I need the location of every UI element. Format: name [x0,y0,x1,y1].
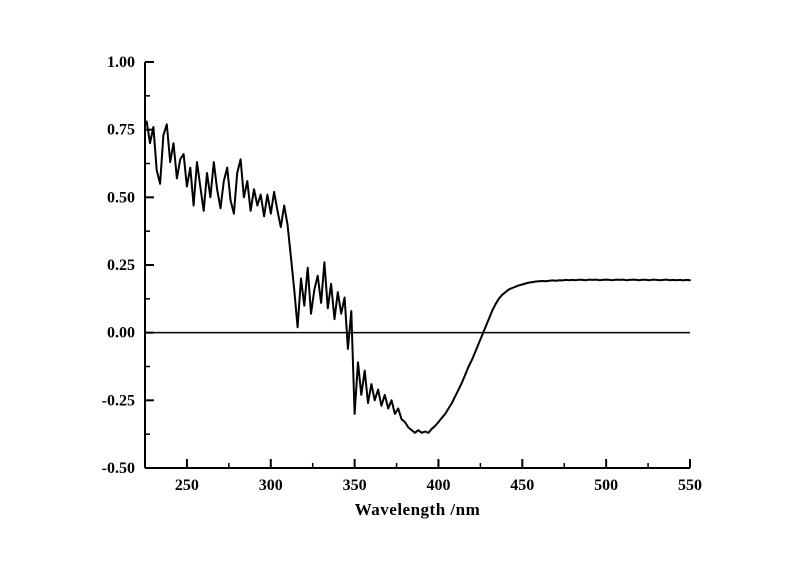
y-tick-label: 0.75 [107,122,135,139]
x-tick-label: 400 [426,477,450,494]
y-tick-label: 0.00 [107,325,135,342]
x-tick-label: 300 [259,477,283,494]
x-tick-label: 550 [678,477,702,494]
y-tick-label: 0.25 [107,257,135,274]
y-tick-label: 0.50 [107,189,135,206]
y-tick-label: -0.50 [102,460,135,477]
series-line [145,120,691,434]
x-tick-label: 250 [175,477,199,494]
x-axis-title: Wavelength /nm [354,500,481,519]
x-tick-label: 500 [594,477,618,494]
y-tick-label: 1.00 [107,54,135,71]
x-tick-label: 450 [510,477,534,494]
y-tick-label: -0.25 [102,392,135,409]
x-tick-label: 350 [343,477,367,494]
